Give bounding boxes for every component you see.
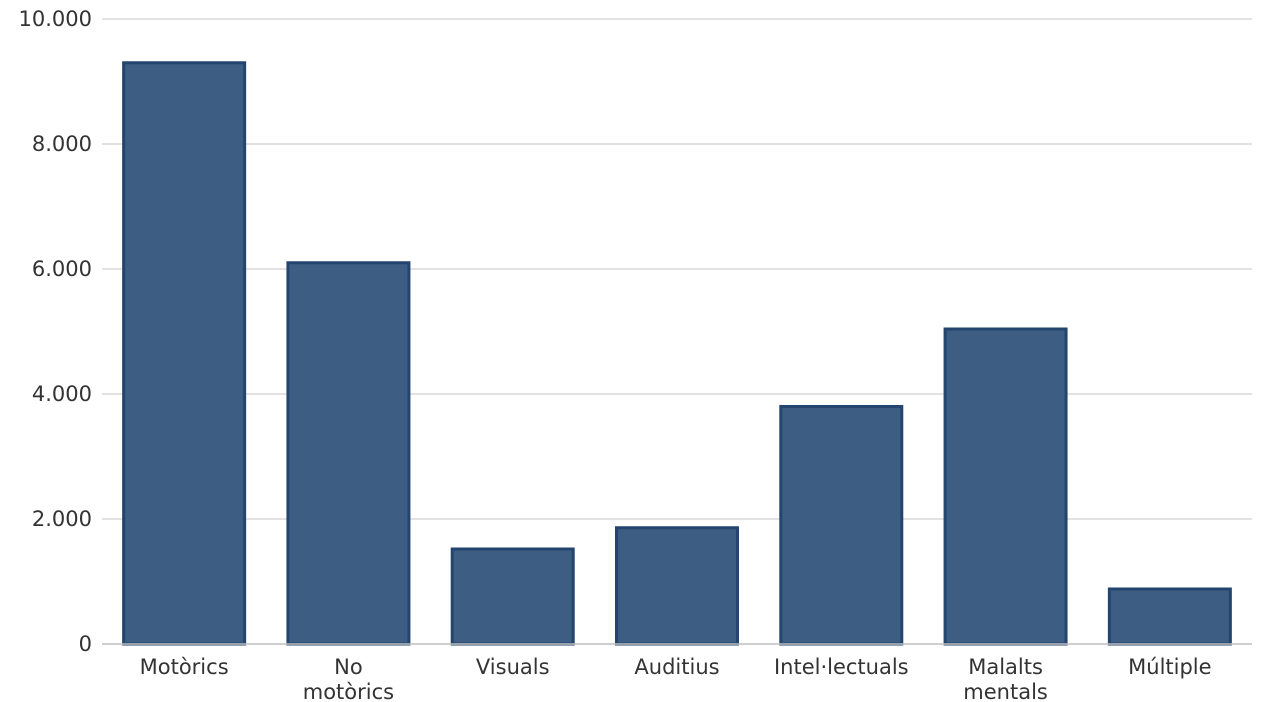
x-tick-label: Múltiple	[1128, 655, 1211, 679]
x-tick-label-line: motòrics	[303, 680, 394, 702]
bar	[286, 261, 411, 646]
x-tick-label: Motòrics	[140, 655, 229, 679]
x-tick-label-line: Motòrics	[140, 655, 229, 679]
x-tick-label-line: Auditius	[634, 655, 719, 679]
bar	[779, 405, 904, 646]
y-tick-label: 8.000	[32, 132, 92, 156]
x-tick-label-line: Intel·lectuals	[774, 655, 909, 679]
x-tick-label-line: Múltiple	[1128, 655, 1211, 679]
bar	[615, 526, 739, 646]
x-tick-label: No motòrics	[303, 655, 394, 702]
y-tick-label: 4.000	[32, 382, 92, 406]
bar	[1107, 587, 1232, 646]
x-tick-label: Intel·lectuals	[774, 655, 909, 679]
x-axis: Motòrics No motòrics Visuals Auditius Intel·l…	[102, 643, 1252, 702]
bar	[450, 547, 575, 646]
y-tick-label: 10.000	[19, 7, 92, 31]
x-tick-label-line: mentals	[963, 680, 1048, 702]
y-tick-label: 6.000	[32, 257, 92, 281]
gridlines	[102, 18, 1252, 520]
x-tick-label: Auditius	[634, 655, 719, 679]
bar	[122, 61, 247, 646]
y-tick-label: 2.000	[32, 507, 92, 531]
bar	[943, 327, 1068, 646]
x-tick-label: Visuals	[476, 655, 550, 679]
x-tick-label-line: Malalts	[968, 655, 1043, 679]
x-tick-label-line: No	[334, 655, 363, 679]
x-tick-label-line: Visuals	[476, 655, 550, 679]
y-tick-label: 0	[79, 632, 92, 656]
x-tick-label: Malalts mentals	[963, 655, 1048, 702]
bars	[122, 61, 1232, 646]
y-axis: 0 2.000 4.000 6.000 8.000 10.000	[19, 7, 92, 656]
